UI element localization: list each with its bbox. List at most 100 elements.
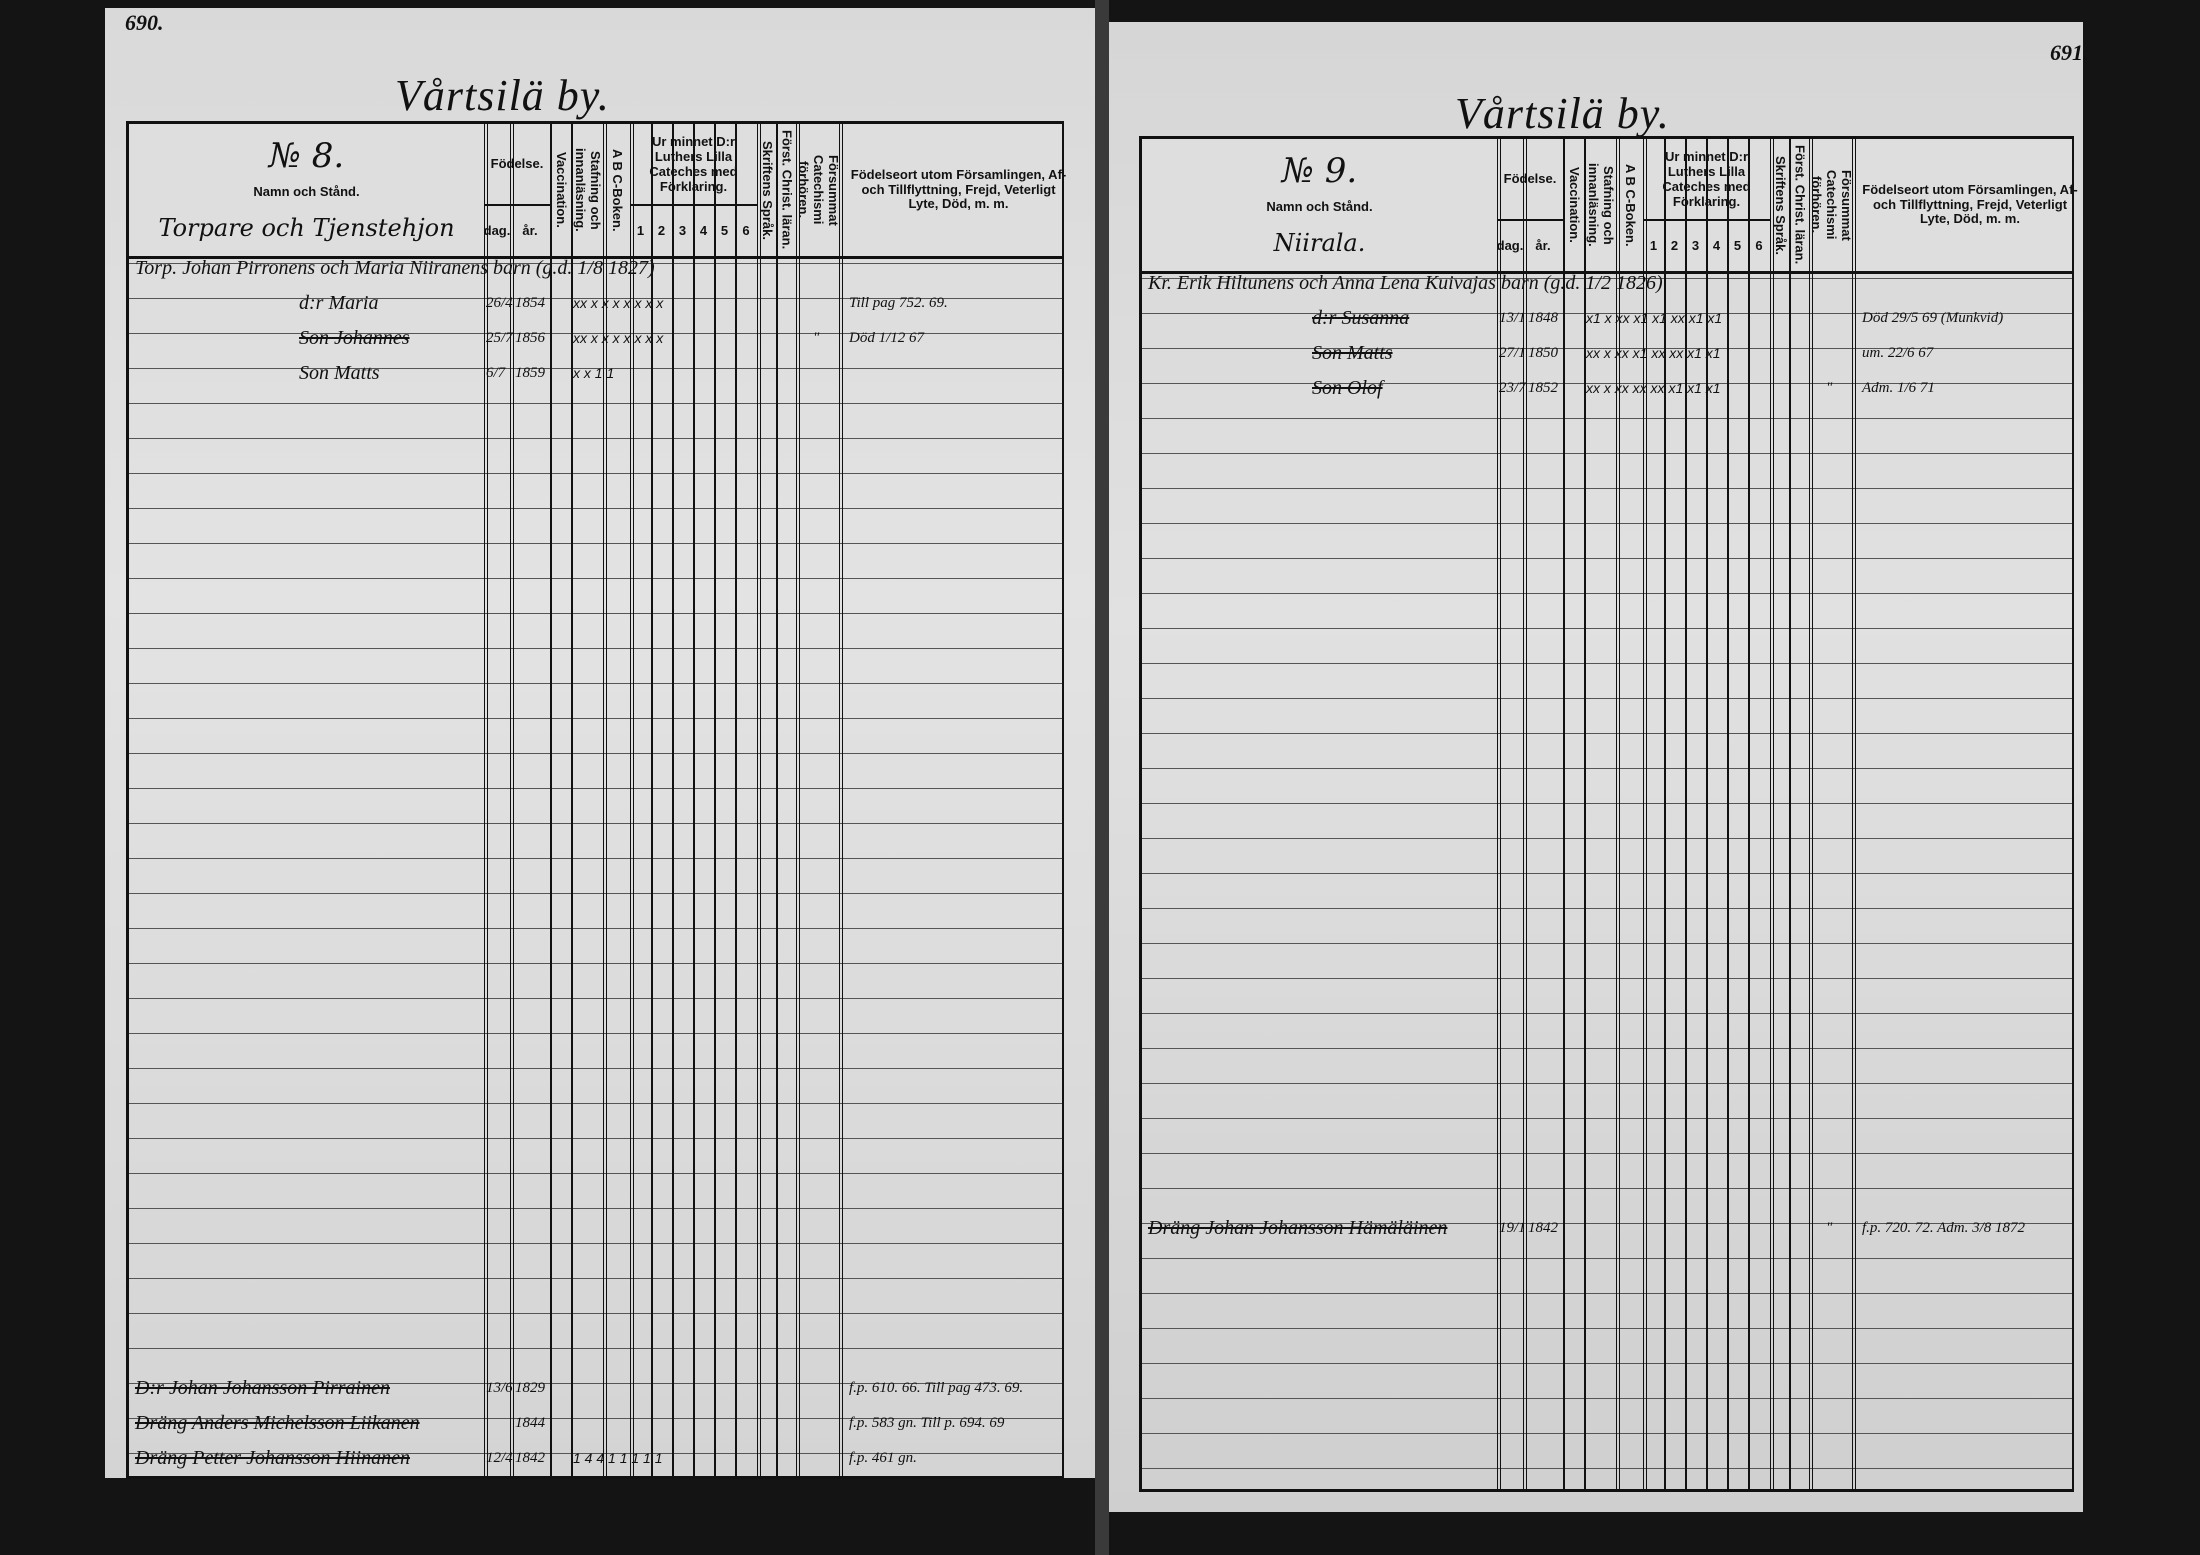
table-header bbox=[129, 124, 1062, 259]
person-name: Son Johannes bbox=[299, 327, 410, 349]
person-name: Son Olof bbox=[1312, 377, 1383, 399]
column-rule bbox=[484, 124, 488, 1476]
column-rule bbox=[550, 124, 552, 1476]
header-rule bbox=[1497, 219, 1563, 221]
catechism-marks: xx x xx x1 xx xx x1 x1 bbox=[1586, 345, 1721, 361]
column-rule bbox=[630, 124, 634, 1476]
birth-day: 26/4 bbox=[486, 295, 513, 311]
header-name-stand: Namn och Stånd. bbox=[253, 183, 360, 199]
header-forsummat: Försummat Catechismi förhören. bbox=[1809, 169, 1854, 241]
column-rule bbox=[1770, 139, 1774, 1489]
birth-year: 1842 bbox=[1528, 1220, 1558, 1236]
catechism-marks: 1 4 4 1 1 1 1 1 bbox=[573, 1450, 663, 1466]
column-rule bbox=[796, 124, 800, 1476]
birth-day: 6/7 bbox=[486, 365, 506, 381]
header-fodelse: Födelse. bbox=[490, 155, 544, 171]
header-catechism-5: 5 bbox=[720, 222, 729, 238]
birth-year: 1848 bbox=[1528, 310, 1558, 326]
column-rule bbox=[1523, 139, 1527, 1489]
header-forsummat: Försummat Catechismi förhören. bbox=[796, 154, 841, 226]
birth-day: 13/1 bbox=[1499, 310, 1526, 326]
header-catechism-4: 4 bbox=[1712, 237, 1721, 253]
column-rule bbox=[1616, 139, 1620, 1489]
table-header bbox=[1142, 139, 2072, 274]
header-name-stand: Namn och Stånd. bbox=[1266, 198, 1373, 214]
header-vaccination: Vaccination. bbox=[1566, 167, 1582, 243]
header-vaccination: Vaccination. bbox=[553, 152, 569, 228]
header-catechism: Ur minnet D:r Luthers Lilla Cateches med… bbox=[649, 134, 738, 194]
register-table-left: № 8. Namn och Stånd. Torpare och Tjenstehj… bbox=[126, 121, 1066, 1479]
header-forst: Först. Christ. läran. bbox=[779, 130, 795, 250]
birth-year: 1829 bbox=[515, 1380, 545, 1396]
remarks: Adm. 1/6 71 bbox=[1862, 380, 1935, 396]
person-name: d:r Maria bbox=[299, 292, 379, 314]
category-label: Niirala. bbox=[1273, 229, 1366, 258]
column-rule bbox=[1643, 139, 1647, 1489]
person-name: Dräng Johan Johansson Hämäläinen bbox=[1148, 1217, 1448, 1239]
person-name: Dräng Petter Johansson Hiinanen bbox=[135, 1447, 410, 1469]
remarks: Död 1/12 67 bbox=[849, 330, 924, 346]
household-number: № 8. bbox=[268, 136, 345, 177]
birth-day: 13/6 bbox=[486, 1380, 513, 1396]
column-rule bbox=[1809, 139, 1813, 1489]
column-rule bbox=[1664, 139, 1666, 1489]
remarks: Död 29/5 69 (Munkvid) bbox=[1862, 310, 2004, 326]
category-label: Torpare och Tjenstehjon bbox=[158, 214, 455, 243]
header-catechism-4: 4 bbox=[699, 222, 708, 238]
header-catechism-2: 2 bbox=[657, 222, 666, 238]
birth-day: 27/1 bbox=[1499, 345, 1526, 361]
column-rule bbox=[651, 124, 653, 1476]
catechism-marks: xx x x x x x x x bbox=[573, 295, 664, 311]
forsummat-mark: " bbox=[813, 330, 820, 346]
column-rule bbox=[571, 124, 573, 1476]
column-rule bbox=[1852, 139, 1856, 1489]
birth-year: 1859 bbox=[515, 365, 545, 381]
birth-year: 1852 bbox=[1528, 380, 1558, 396]
forsummat-mark: " bbox=[1826, 380, 1833, 396]
birth-day: 19/1 bbox=[1499, 1220, 1526, 1236]
header-rule bbox=[484, 204, 550, 206]
remarks: f.p. 720. 72. Adm. 3/8 1872 bbox=[1862, 1220, 2026, 1236]
header-catechism-3: 3 bbox=[1691, 237, 1700, 253]
column-rule bbox=[1497, 139, 1501, 1489]
village-title-left: Vårtsilä by. bbox=[395, 71, 610, 120]
person-name: Son Matts bbox=[299, 362, 380, 384]
column-rule bbox=[735, 124, 737, 1476]
remarks: f.p. 610. 66. Till pag 473. 69. bbox=[849, 1380, 1024, 1396]
header-catechism-2: 2 bbox=[1670, 237, 1679, 253]
page-number-right: 691. bbox=[2050, 40, 2089, 65]
header-forst: Först. Christ. läran. bbox=[1792, 145, 1808, 265]
header-catechism-5: 5 bbox=[1733, 237, 1742, 253]
remarks: f.p. 461 gn. bbox=[849, 1450, 917, 1466]
register-table-right: № 9. Namn och Stånd. Niirala. Födelse. dag. å… bbox=[1139, 136, 2078, 1492]
catechism-marks: xx x xx xx xx x1 x1 x1 bbox=[1586, 380, 1721, 396]
birth-day: 12/4 bbox=[486, 1450, 513, 1466]
column-rule bbox=[757, 124, 761, 1476]
person-name: d:r Susanna bbox=[1312, 307, 1410, 329]
header-catechism-6: 6 bbox=[742, 222, 750, 238]
catechism-marks: xx x x x x x x x bbox=[573, 330, 664, 346]
header-catechism-3: 3 bbox=[678, 222, 687, 238]
column-rule bbox=[1584, 139, 1586, 1489]
birth-day: 23/7 bbox=[1499, 380, 1526, 396]
birth-year: 1856 bbox=[515, 330, 545, 346]
catechism-marks: x1 x xx x1 x1 xx x1 x1 bbox=[1586, 310, 1723, 326]
remarks: um. 22/6 67 bbox=[1862, 345, 1934, 361]
header-dag: dag. bbox=[1496, 237, 1524, 253]
column-rule bbox=[839, 124, 843, 1476]
header-fodelse: Födelse. bbox=[1503, 170, 1557, 186]
birth-year: 1850 bbox=[1528, 345, 1558, 361]
column-rule bbox=[1748, 139, 1750, 1489]
column-rule bbox=[693, 124, 695, 1476]
household-heading: Kr. Erik Hiltunens och Anna Lena Kuivaja… bbox=[1148, 272, 1663, 294]
header-rule bbox=[630, 204, 757, 206]
remarks: f.p. 583 gn. Till p. 694. 69 bbox=[849, 1415, 1005, 1431]
header-catechism: Ur minnet D:r Luthers Lilla Cateches med… bbox=[1662, 149, 1751, 209]
birth-year: 1842 bbox=[515, 1450, 545, 1466]
header-skriftens: Skriftens Språk. bbox=[759, 140, 775, 240]
header-dag: dag. bbox=[483, 222, 511, 238]
header-catechism-1: 1 bbox=[636, 222, 645, 238]
header-fodelseort: Födelseort utom Församlingen, Af- och Ti… bbox=[1862, 181, 2078, 227]
header-abc: A B C-Boken. bbox=[1622, 163, 1638, 247]
forsummat-mark: " bbox=[1826, 1220, 1833, 1236]
